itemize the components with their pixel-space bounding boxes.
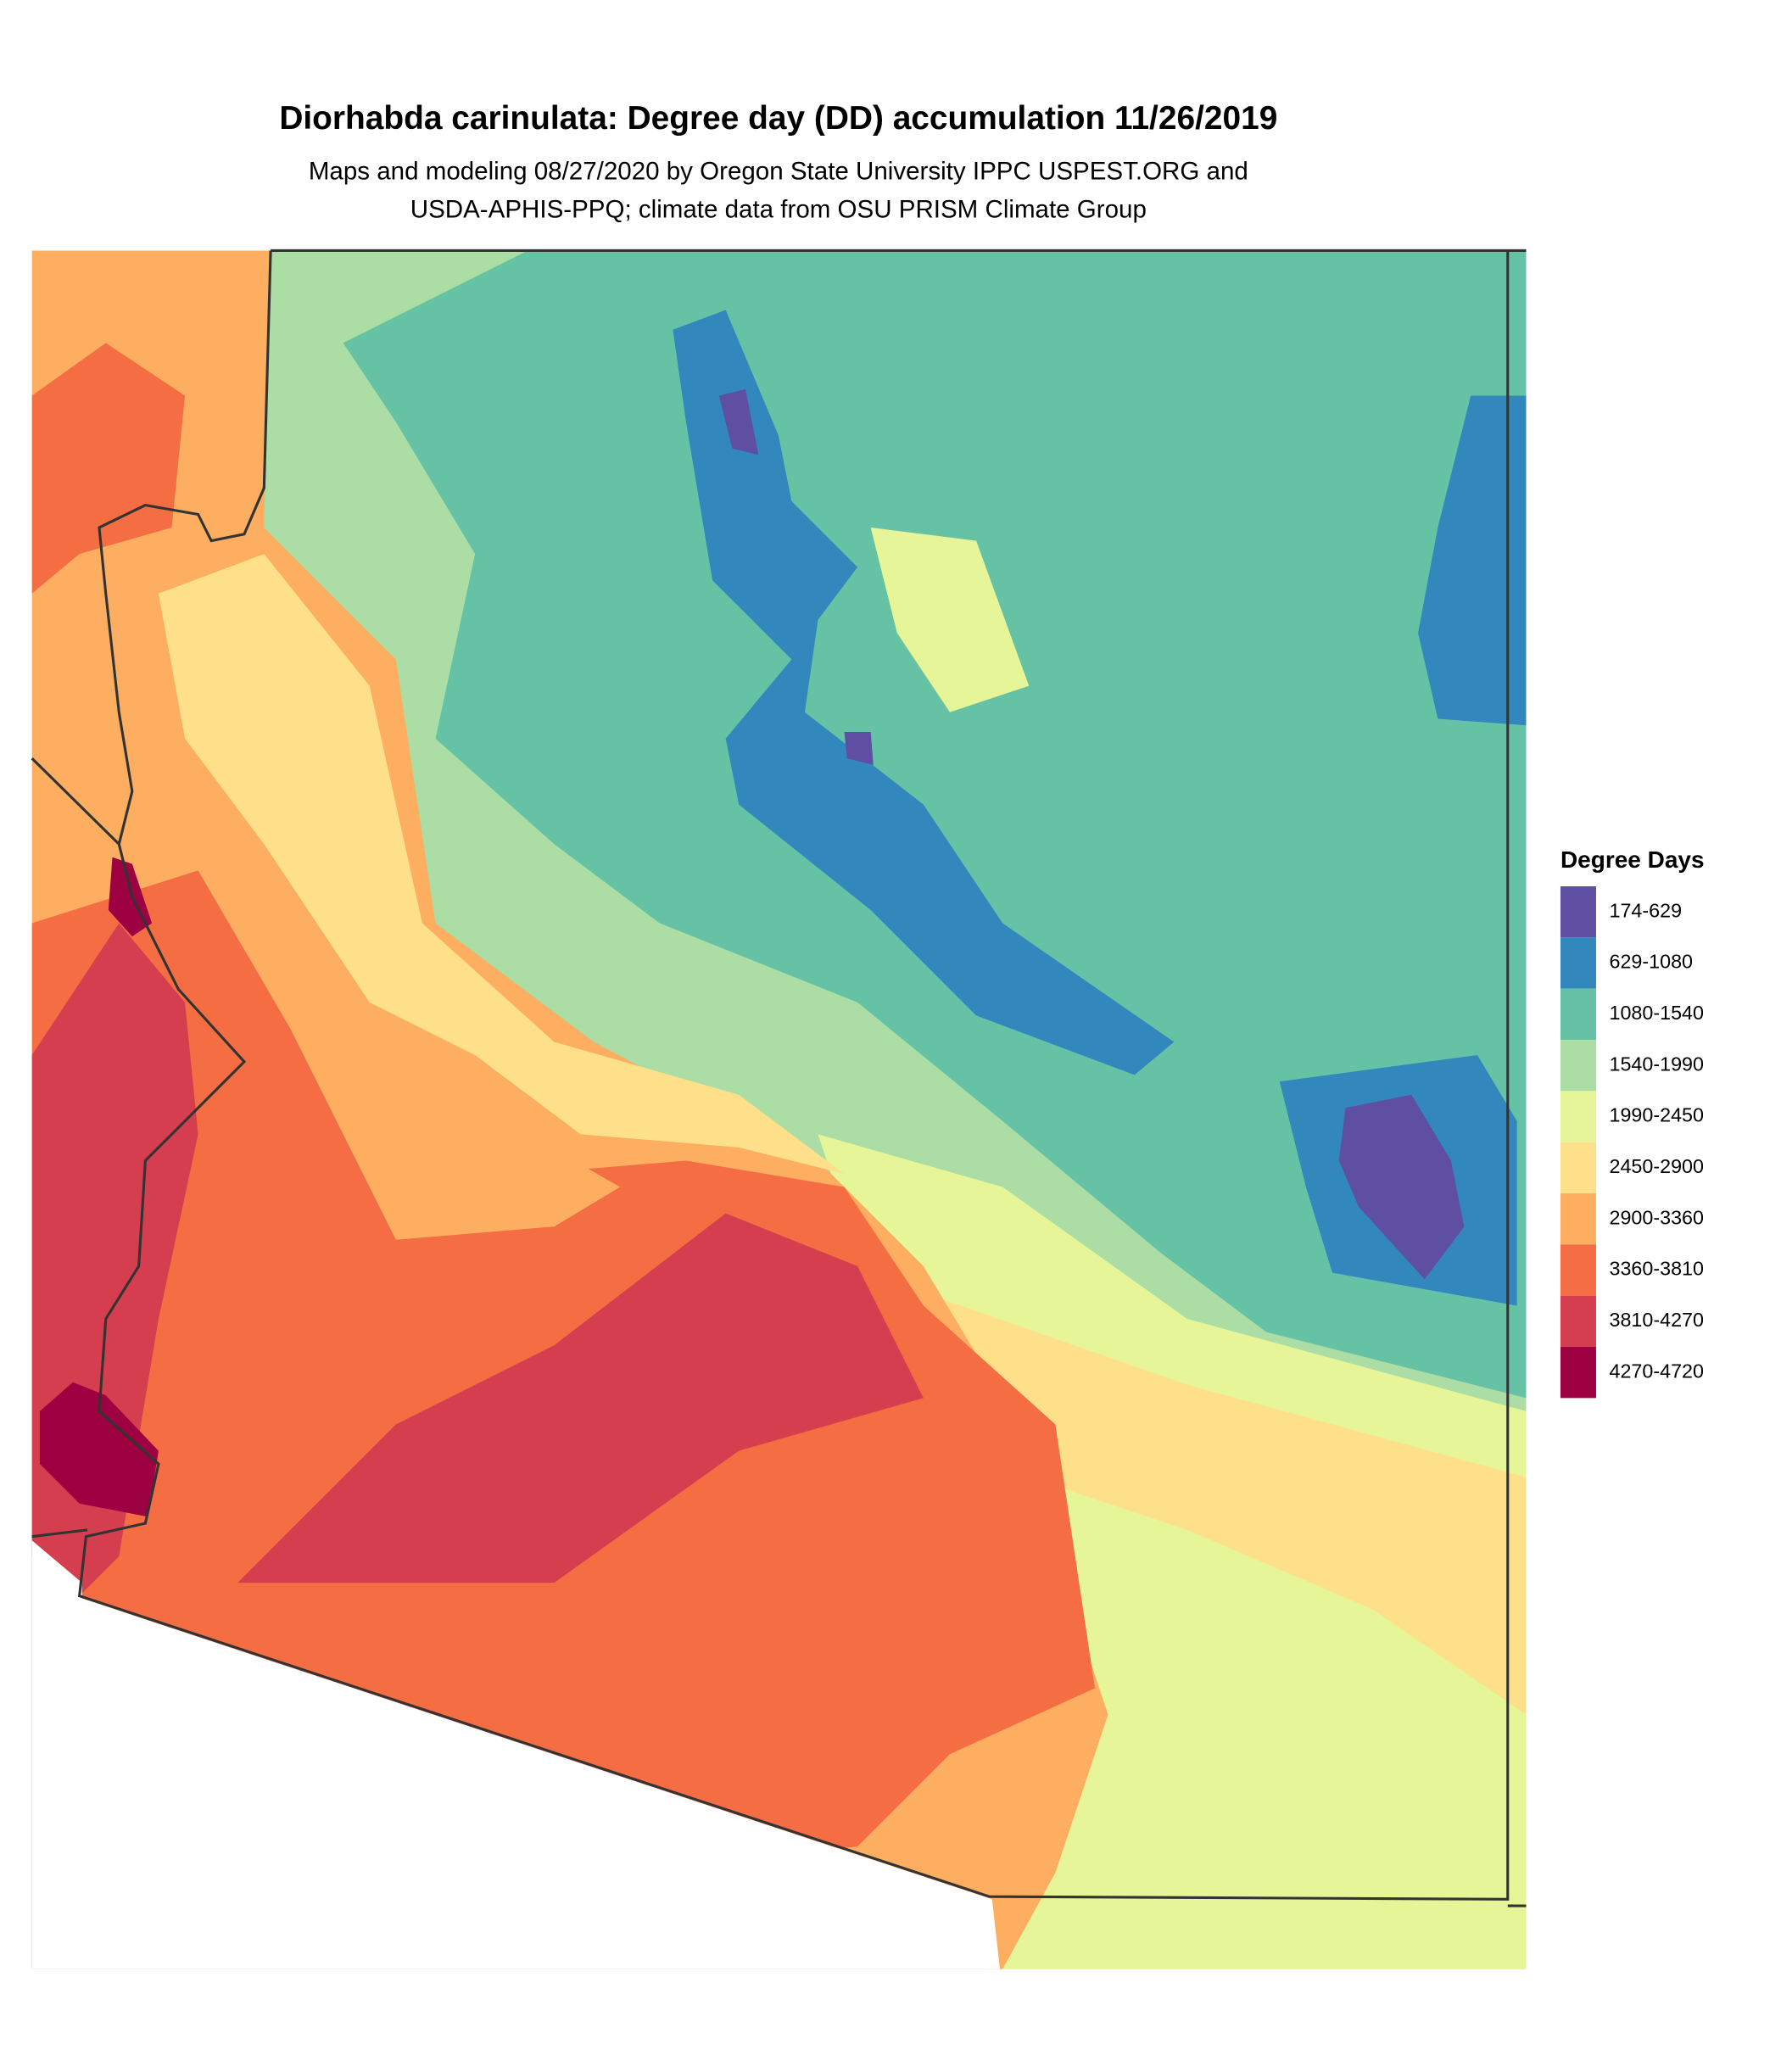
state-border <box>31 757 120 846</box>
legend-label: 2900-3360 <box>1610 1206 1705 1228</box>
map-zone <box>844 732 874 765</box>
legend-label: 1540-1990 <box>1610 1053 1705 1075</box>
title: Diorhabda carinulata: Degree day (DD) ac… <box>279 100 1277 137</box>
legend-swatch <box>1560 988 1596 1041</box>
legend-swatch <box>1560 886 1596 938</box>
legend-swatch <box>1560 1295 1596 1348</box>
map-zone <box>673 310 1175 1075</box>
map-mask <box>31 1540 1001 1969</box>
country-border <box>31 1528 88 1539</box>
map-zone <box>1418 395 1527 726</box>
legend: 174-629 629-1080 1080-1540 1540-1990 1990-24… <box>1560 886 1705 1399</box>
map-zone <box>356 1134 621 1240</box>
map-zone <box>870 528 1030 712</box>
map-zone <box>31 343 186 594</box>
map-zone <box>237 1213 924 1583</box>
legend-swatch <box>1560 1091 1596 1142</box>
state-border <box>77 250 1510 1901</box>
map <box>31 250 1527 1969</box>
legend-label: 629-1080 <box>1610 951 1694 973</box>
map-zone <box>923 1292 1527 1715</box>
legend-swatch <box>1560 1040 1596 1092</box>
legend-label: 4270-4720 <box>1610 1360 1705 1382</box>
legend-swatch <box>1560 1142 1596 1194</box>
legend-swatch <box>1560 1244 1596 1296</box>
legend-label: 2450-2900 <box>1610 1155 1705 1177</box>
borders <box>31 249 1527 1907</box>
map-zone <box>718 388 759 455</box>
map-zone <box>158 554 845 1175</box>
legend-swatch <box>1560 1347 1596 1399</box>
legend-swatch <box>1560 937 1596 989</box>
legend-title: Degree Days <box>1560 846 1705 873</box>
map-zone <box>1338 1094 1465 1280</box>
legend-label: 1080-1540 <box>1610 1002 1705 1024</box>
legend-label: 174-629 <box>1610 899 1683 921</box>
subtitle: Maps and modeling 08/27/2020 by Oregon S… <box>309 158 1248 186</box>
map-zone <box>39 1382 159 1517</box>
legend-label: 3810-4270 <box>1610 1309 1705 1331</box>
subtitle: USDA-APHIS-PPQ; climate data from OSU PR… <box>410 196 1147 224</box>
legend-label: 1990-2450 <box>1610 1104 1705 1126</box>
legend-swatch <box>1560 1193 1596 1245</box>
legend-label: 3360-3810 <box>1610 1258 1705 1280</box>
